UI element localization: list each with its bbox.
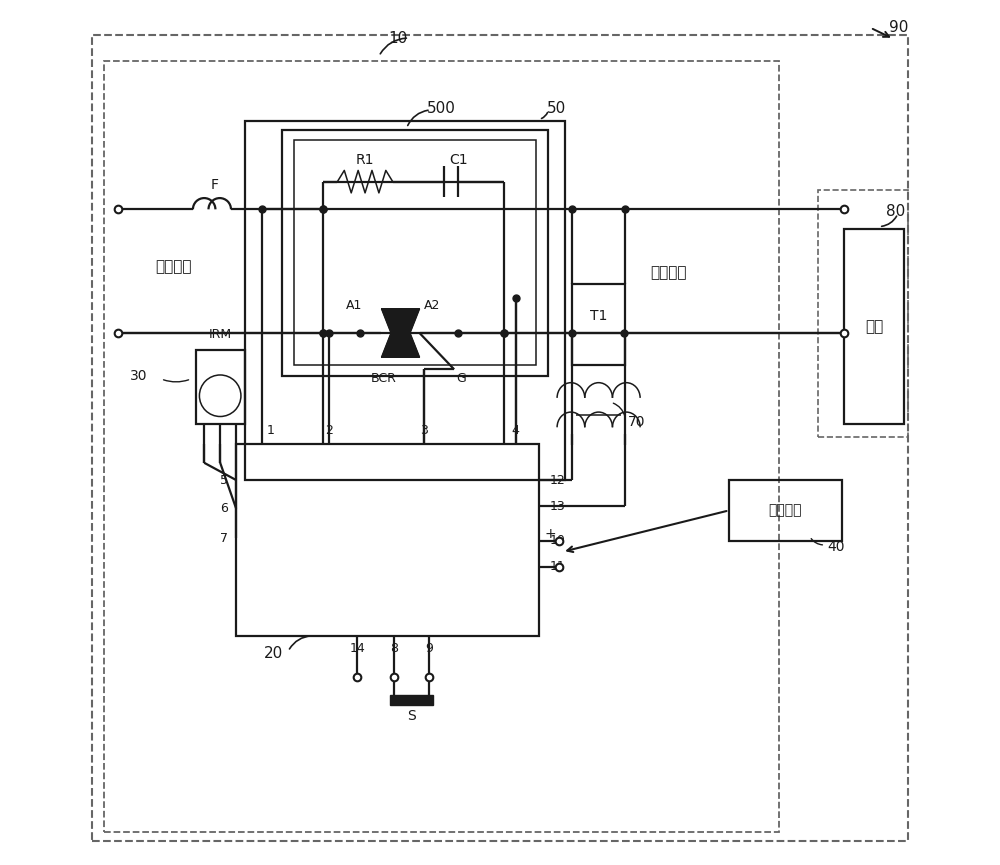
Bar xyxy=(236,444,539,636)
Text: 4: 4 xyxy=(512,424,520,438)
Text: 20: 20 xyxy=(264,645,283,661)
Bar xyxy=(294,140,536,365)
Text: 40: 40 xyxy=(827,540,844,554)
Polygon shape xyxy=(381,309,420,357)
Polygon shape xyxy=(381,309,420,357)
Text: C1: C1 xyxy=(449,153,468,167)
Text: A1: A1 xyxy=(346,298,362,312)
Text: 5: 5 xyxy=(220,473,228,487)
Text: 10: 10 xyxy=(549,534,565,548)
Text: G: G xyxy=(456,371,466,385)
Text: 90: 90 xyxy=(889,20,908,35)
Text: +: + xyxy=(544,527,556,541)
Text: 500: 500 xyxy=(427,100,456,116)
Text: 7: 7 xyxy=(220,531,228,545)
Text: R1: R1 xyxy=(356,153,374,167)
Text: T1: T1 xyxy=(590,309,607,323)
Bar xyxy=(390,695,433,705)
Bar xyxy=(844,229,904,424)
Bar xyxy=(572,284,625,365)
Bar xyxy=(104,61,779,832)
Text: BCR: BCR xyxy=(370,371,396,385)
Bar xyxy=(282,130,548,376)
Text: 14: 14 xyxy=(349,642,365,656)
Text: 负载: 负载 xyxy=(865,319,883,334)
Text: 8: 8 xyxy=(390,642,398,656)
Text: IRM: IRM xyxy=(209,328,232,342)
Text: 9: 9 xyxy=(425,642,433,656)
Text: S: S xyxy=(407,709,416,723)
Text: 30: 30 xyxy=(130,369,147,383)
Text: 50: 50 xyxy=(547,100,566,116)
Text: 3: 3 xyxy=(420,424,428,438)
Text: A2: A2 xyxy=(424,298,440,312)
Text: 交流输出: 交流输出 xyxy=(650,265,687,280)
Text: 12: 12 xyxy=(549,473,565,487)
Text: 交流输入: 交流输入 xyxy=(155,259,191,274)
Text: 直流电源: 直流电源 xyxy=(769,503,802,517)
Text: F: F xyxy=(211,178,219,192)
Text: 70: 70 xyxy=(628,415,646,429)
Bar xyxy=(729,480,842,541)
Text: 1: 1 xyxy=(267,424,275,438)
Bar xyxy=(245,121,565,480)
Text: 11: 11 xyxy=(549,560,565,573)
Bar xyxy=(196,350,245,424)
Text: 13: 13 xyxy=(549,499,565,513)
Text: 80: 80 xyxy=(886,204,905,220)
Text: 2: 2 xyxy=(325,424,333,438)
Text: 10: 10 xyxy=(388,30,408,46)
Text: 6: 6 xyxy=(220,502,228,516)
Bar xyxy=(818,190,908,437)
